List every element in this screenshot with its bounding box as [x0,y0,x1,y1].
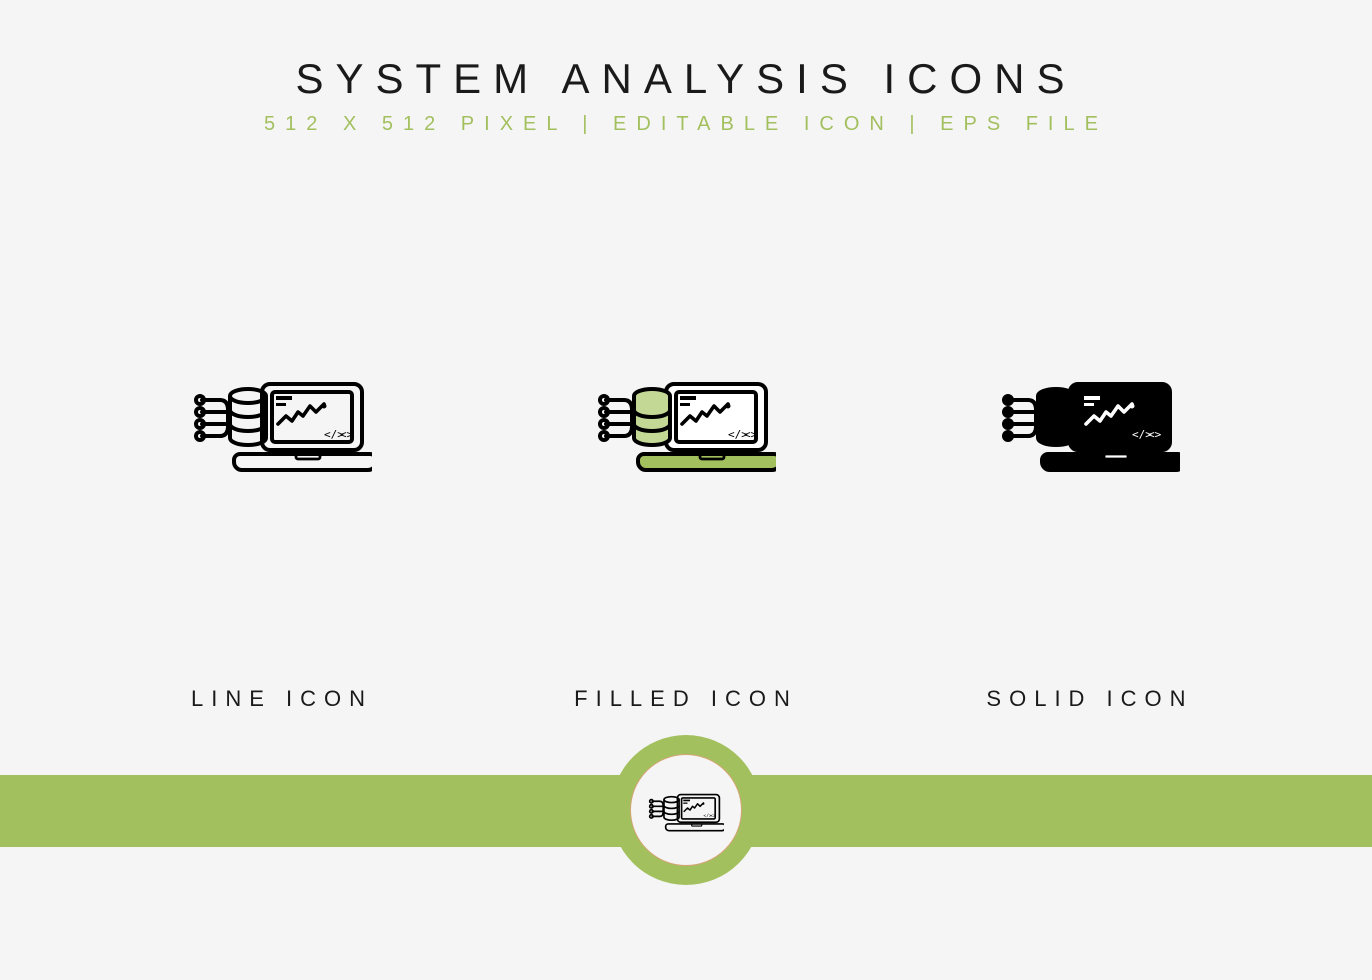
svg-text:<>: <> [744,428,758,441]
system-analysis-filled-icon: </> <> [596,366,776,476]
label-solid: SOLID ICON [890,686,1290,712]
page-subtitle: 512 X 512 PIXEL | EDITABLE ICON | EPS FI… [0,113,1372,136]
svg-text:<>: <> [340,428,354,441]
icons-row: </> <> </> <> [0,366,1372,476]
label-filled: FILLED ICON [486,686,886,712]
page-title: SYSTEM ANALYSIS ICONS [0,55,1372,103]
footer-badge-inner: </> <> [630,754,742,866]
system-analysis-line-icon: </> <> [192,366,372,476]
system-analysis-solid-icon: </> <> [1000,366,1180,476]
label-line: LINE ICON [82,686,482,712]
icon-col-line: </> <> [82,366,482,476]
svg-text:<>: <> [710,814,716,819]
footer-badge: </> <> [611,735,761,885]
header: SYSTEM ANALYSIS ICONS 512 X 512 PIXEL | … [0,0,1372,136]
icon-col-filled: </> <> [486,366,886,476]
icon-col-solid: </> <> [890,366,1290,476]
labels-row: LINE ICON FILLED ICON SOLID ICON [0,686,1372,712]
svg-text:<>: <> [1148,428,1162,441]
